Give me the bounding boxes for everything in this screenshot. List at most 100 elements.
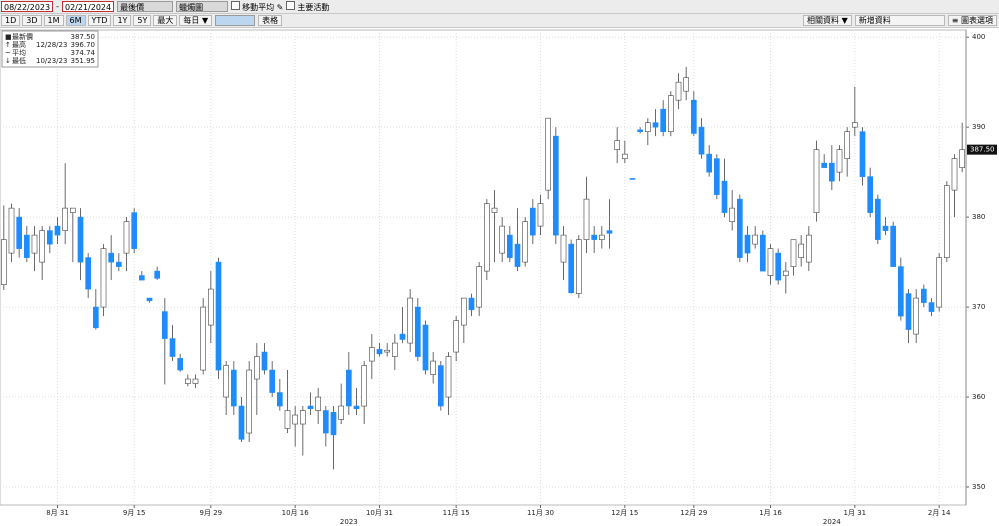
add-data[interactable]: 新增資料 bbox=[854, 15, 945, 26]
period-button[interactable]: 6M bbox=[65, 15, 86, 26]
period-button[interactable]: 5Y bbox=[133, 15, 152, 26]
candle bbox=[783, 262, 789, 294]
end-date[interactable]: 02/21/2024 bbox=[62, 1, 115, 12]
candle-body bbox=[760, 234, 766, 272]
candle-body bbox=[70, 207, 76, 213]
option[interactable]: 移動平均 ✎ bbox=[231, 0, 283, 13]
candle bbox=[614, 127, 620, 164]
candle bbox=[660, 100, 666, 137]
candle-body bbox=[905, 293, 912, 330]
candle bbox=[698, 118, 705, 159]
candle-body bbox=[323, 410, 329, 434]
candle-body bbox=[422, 324, 429, 371]
option[interactable]: 主要活動 bbox=[286, 0, 329, 13]
candle-body bbox=[123, 221, 130, 254]
legend-name: 最低 bbox=[12, 56, 26, 65]
candle-body bbox=[208, 288, 214, 326]
candle-body bbox=[116, 261, 122, 267]
candle-body bbox=[576, 239, 582, 294]
candle-body bbox=[307, 405, 314, 410]
legend-name: 最高 bbox=[12, 40, 26, 49]
candle-body bbox=[683, 77, 689, 92]
candle-body bbox=[361, 365, 367, 407]
candle-body bbox=[844, 131, 850, 159]
candle bbox=[606, 199, 613, 249]
candle bbox=[261, 343, 268, 375]
candle bbox=[829, 145, 835, 191]
candle-body bbox=[200, 306, 206, 371]
related-button[interactable]: 相關資料 ▼ bbox=[803, 15, 852, 26]
toolbar-periods: 1D 3D 1M 6M YTD 1Y 5Y 最大 每日 ▼ 表格 相關資料 ▼ 新增資料 ≡ 圖… bbox=[0, 14, 999, 28]
candle-body bbox=[430, 360, 436, 375]
candle bbox=[744, 226, 751, 263]
legend-value: 387.50 bbox=[71, 33, 96, 41]
candle-body bbox=[614, 140, 620, 150]
candle-body bbox=[108, 252, 114, 263]
legend-name: 最新價 bbox=[12, 32, 33, 41]
candle-body bbox=[215, 261, 222, 371]
candle bbox=[637, 127, 643, 134]
candle bbox=[645, 118, 651, 146]
chart-style[interactable]: 蠟燭圖 bbox=[176, 1, 229, 12]
candle-body bbox=[691, 99, 697, 134]
candle bbox=[47, 226, 53, 254]
last-price-label: 387.50 bbox=[970, 146, 995, 154]
x-tick-label: 2月 14 bbox=[928, 509, 951, 517]
period-button[interactable]: 1D bbox=[1, 15, 21, 26]
table-button[interactable]: 表格 bbox=[258, 15, 283, 26]
candle bbox=[652, 109, 659, 137]
candle bbox=[100, 244, 107, 317]
period-button[interactable]: 最大 bbox=[153, 15, 178, 26]
candle-body bbox=[468, 297, 475, 311]
right-buttons: 相關資料 ▼ 新增資料 ≡ 圖表選項 bbox=[803, 15, 999, 26]
candle-body bbox=[384, 349, 390, 353]
candle-body bbox=[522, 221, 528, 263]
candle-body bbox=[162, 311, 168, 339]
candle bbox=[729, 190, 735, 231]
candle bbox=[123, 217, 130, 272]
candle-body bbox=[537, 203, 544, 227]
candle-body bbox=[1, 239, 7, 285]
candle bbox=[1, 205, 7, 290]
range-box[interactable] bbox=[215, 15, 256, 26]
period-button[interactable]: 每日 ▼ bbox=[179, 15, 213, 26]
candle bbox=[461, 297, 467, 344]
candle bbox=[844, 127, 850, 177]
candle bbox=[821, 154, 827, 168]
candle-body bbox=[131, 212, 137, 249]
candle bbox=[246, 361, 252, 443]
candle bbox=[951, 154, 958, 218]
candle bbox=[737, 194, 743, 263]
period-button[interactable]: YTD bbox=[87, 15, 112, 26]
candle bbox=[77, 208, 84, 281]
candle-body bbox=[77, 216, 84, 263]
candle bbox=[54, 217, 61, 245]
candle-body bbox=[8, 207, 15, 254]
candle bbox=[254, 343, 260, 416]
legend-value: 351.95 bbox=[71, 57, 96, 65]
candle bbox=[16, 208, 22, 258]
candle bbox=[599, 226, 605, 249]
candle-body bbox=[154, 270, 160, 279]
year-label: 2024 bbox=[823, 518, 841, 526]
period-button[interactable]: 1Y bbox=[113, 15, 132, 26]
candle bbox=[338, 383, 344, 425]
price-field[interactable]: 最後價 bbox=[117, 1, 174, 12]
candle-body bbox=[928, 302, 935, 312]
candle-body bbox=[139, 275, 145, 281]
y-tick-label: 350 bbox=[972, 483, 985, 491]
x-tick-label: 10月 16 bbox=[282, 509, 310, 517]
candle bbox=[430, 352, 436, 384]
legend-symbol: ~ bbox=[5, 49, 11, 57]
start-date[interactable]: 08/22/2023 bbox=[1, 1, 54, 12]
legend-symbol: ↓ bbox=[5, 57, 11, 65]
candle-body bbox=[821, 162, 827, 168]
y-tick-label: 370 bbox=[972, 303, 985, 311]
period-button[interactable]: 3D bbox=[22, 15, 42, 26]
candle bbox=[568, 239, 574, 294]
candle bbox=[346, 352, 352, 416]
period-button[interactable]: 1M bbox=[43, 15, 64, 26]
candle bbox=[353, 388, 360, 416]
separator: - bbox=[56, 2, 59, 11]
chart-options[interactable]: ≡ 圖表選項 bbox=[947, 15, 997, 26]
